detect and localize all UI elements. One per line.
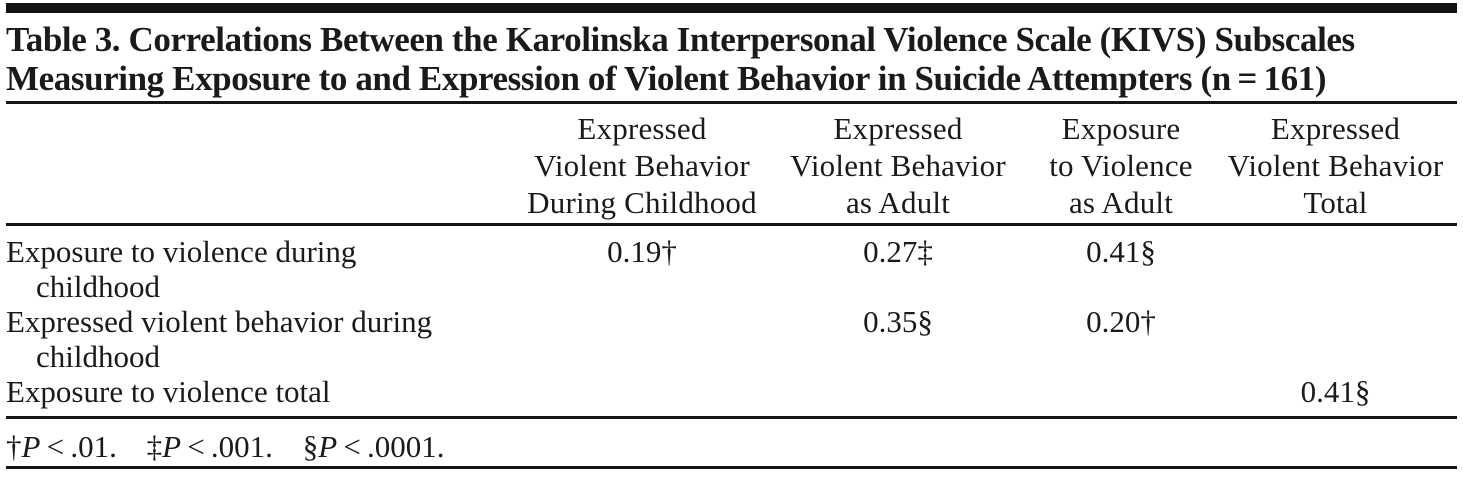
title-rule [6, 101, 1457, 104]
row-label-line: childhood [36, 269, 160, 304]
footnote-p-symbol: P [21, 429, 41, 464]
table-body: Exposure to violence during childhood 0.… [6, 226, 1457, 416]
cell-value: 0.41§ [1300, 374, 1371, 409]
row-label: Exposure to violence during childhood [6, 234, 516, 304]
column-header-line: Exposure [1061, 111, 1181, 146]
footnote-marker: † [6, 429, 22, 464]
footnote-text: < .001. [181, 429, 273, 464]
column-header-line: Total [1303, 185, 1368, 220]
row-label: Exposure to violence total [6, 374, 516, 409]
row-label-line: Exposure to violence total [6, 374, 331, 409]
table-row: Exposure to violence total 0.41§ [6, 374, 1457, 409]
footnote-section: §P < .0001. [303, 429, 445, 464]
column-header-expressed-violent-behavior-total: Expressed Violent Behavior Total [1214, 110, 1457, 221]
footnote-p-symbol: P [162, 429, 182, 464]
table-title-line-1: Table 3. Correlations Between the Karoli… [6, 20, 1355, 59]
row-label: Expressed violent behavior during childh… [6, 304, 516, 374]
column-header-line: Violent Behavior [790, 148, 1006, 183]
footnote-double-dagger: ‡P < .001. [147, 429, 273, 464]
table-row: Expressed violent behavior during childh… [6, 304, 1457, 374]
column-header-line: Violent Behavior [534, 148, 750, 183]
cell-value: 0.35§ [863, 304, 933, 339]
column-header-expressed-violent-behavior-during-childhood: Expressed Violent Behavior During Childh… [516, 110, 768, 221]
row-label-line: Exposure to violence during [6, 234, 357, 269]
footnote-dagger: †P < .01. [6, 429, 117, 464]
column-header-line: During Childhood [527, 185, 757, 220]
bottom-rule [6, 466, 1457, 469]
footnote-marker: § [302, 429, 319, 464]
column-header-line: Expressed [577, 111, 707, 146]
footnote-marker: ‡ [146, 429, 163, 464]
column-header-line: as Adult [1068, 185, 1174, 220]
column-header-line: to Violence [1049, 148, 1193, 183]
column-header-line: Violent Behavior [1227, 148, 1444, 183]
footnote-p-symbol: P [318, 429, 338, 464]
cell-value: 0.41§ [1086, 234, 1156, 269]
footnote-row: †P < .01. ‡P < .001. §P < .0001. [6, 419, 1457, 463]
column-header-line: Expressed [1270, 111, 1401, 146]
header-rule [6, 223, 1457, 226]
top-rule-thick [6, 3, 1457, 13]
cell-value: 0.20† [1086, 304, 1156, 339]
column-header-line: Expressed [833, 111, 963, 146]
cell-value: 0.27‡ [863, 234, 933, 269]
column-header-expressed-violent-behavior-as-adult: Expressed Violent Behavior as Adult [768, 110, 1028, 221]
table-title: Table 3. Correlations Between the Karoli… [6, 20, 1457, 98]
table-header-row: Expressed Violent Behavior During Childh… [6, 104, 1457, 223]
body-footnote-rule [6, 416, 1457, 419]
table-row: Exposure to violence during childhood 0.… [6, 234, 1457, 304]
footnote-text: < .0001. [337, 429, 445, 464]
row-label-line: childhood [36, 339, 160, 374]
footnote-text: < .01. [40, 429, 117, 464]
cell-value: 0.19† [607, 234, 677, 269]
column-header-exposure-to-violence-as-adult: Exposure to Violence as Adult [1028, 110, 1214, 221]
table-title-line-2: Measuring Exposure to and Expression of … [6, 59, 1327, 98]
row-label-line: Expressed violent behavior during [6, 304, 433, 339]
column-header-line: as Adult [845, 185, 951, 220]
